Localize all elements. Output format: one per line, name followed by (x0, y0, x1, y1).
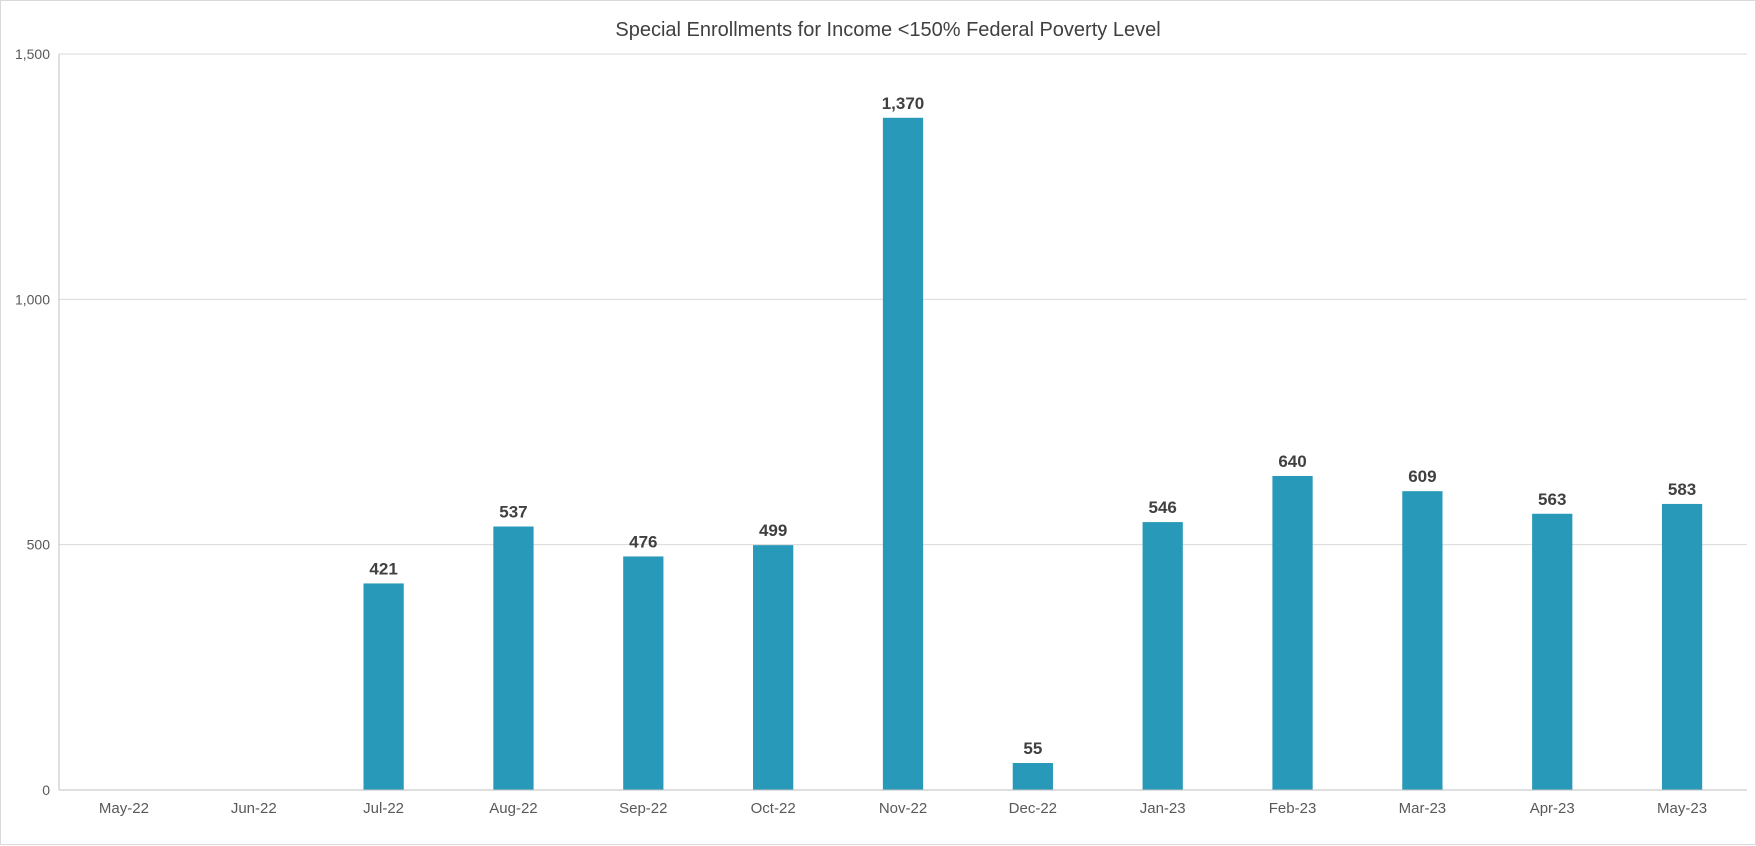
bars (363, 117, 1703, 790)
x-tick-label: Mar-23 (1399, 800, 1447, 817)
x-tick-label: Aug-22 (489, 800, 537, 817)
data-label: 55 (1023, 739, 1042, 758)
y-tick-label: 1,500 (15, 46, 50, 62)
data-label: 1,370 (882, 94, 925, 113)
x-tick-label: Nov-22 (879, 800, 927, 817)
x-tick-label: Apr-23 (1530, 800, 1575, 817)
bar-jul-22 (363, 583, 404, 790)
bar-dec-22 (1012, 763, 1053, 790)
x-tick-label: Feb-23 (1269, 800, 1317, 817)
bar-feb-23 (1272, 475, 1313, 790)
x-tick-label: May-22 (99, 800, 149, 817)
bar-jan-23 (1142, 522, 1183, 790)
x-tick-label: Jul-22 (363, 800, 404, 817)
data-label: 476 (629, 532, 657, 551)
x-tick-label: Dec-22 (1009, 800, 1057, 817)
data-label: 546 (1149, 498, 1177, 517)
x-axis: May-22 Jun-22 Jul-22 Aug-22 Sep-22 Oct-22 Nov-… (59, 789, 1747, 817)
bar-apr-23 (1532, 513, 1573, 790)
y-axis: 0 500 1,000 1,500 (15, 46, 60, 798)
data-label: 421 (369, 559, 397, 578)
bar-mar-23 (1402, 491, 1443, 790)
data-label: 499 (759, 521, 787, 540)
y-tick-label: 1,000 (15, 291, 50, 307)
bar-aug-22 (493, 526, 534, 790)
y-tick-label: 500 (27, 537, 51, 553)
y-tick-label: 0 (42, 782, 50, 798)
x-tick-label: Jun-22 (231, 800, 277, 817)
data-label: 583 (1668, 480, 1696, 499)
bar-may-23 (1661, 503, 1703, 790)
bar-oct-22 (753, 545, 794, 790)
data-label: 609 (1408, 467, 1436, 486)
x-tick-label: Sep-22 (619, 800, 667, 817)
bar-sep-22 (623, 556, 664, 790)
x-tick-label: Oct-22 (751, 800, 796, 817)
data-labels: 421 537 476 499 1,370 55 546 640 609 563 583 (369, 94, 1696, 758)
data-label: 640 (1278, 452, 1306, 471)
data-label: 563 (1538, 490, 1566, 509)
x-tick-label: May-23 (1657, 800, 1707, 817)
x-tick-label: Jan-23 (1140, 800, 1186, 817)
data-label: 537 (499, 503, 527, 522)
bar-nov-22 (882, 117, 924, 790)
chart-title: Special Enrollments for Income <150% Fed… (615, 19, 1160, 41)
